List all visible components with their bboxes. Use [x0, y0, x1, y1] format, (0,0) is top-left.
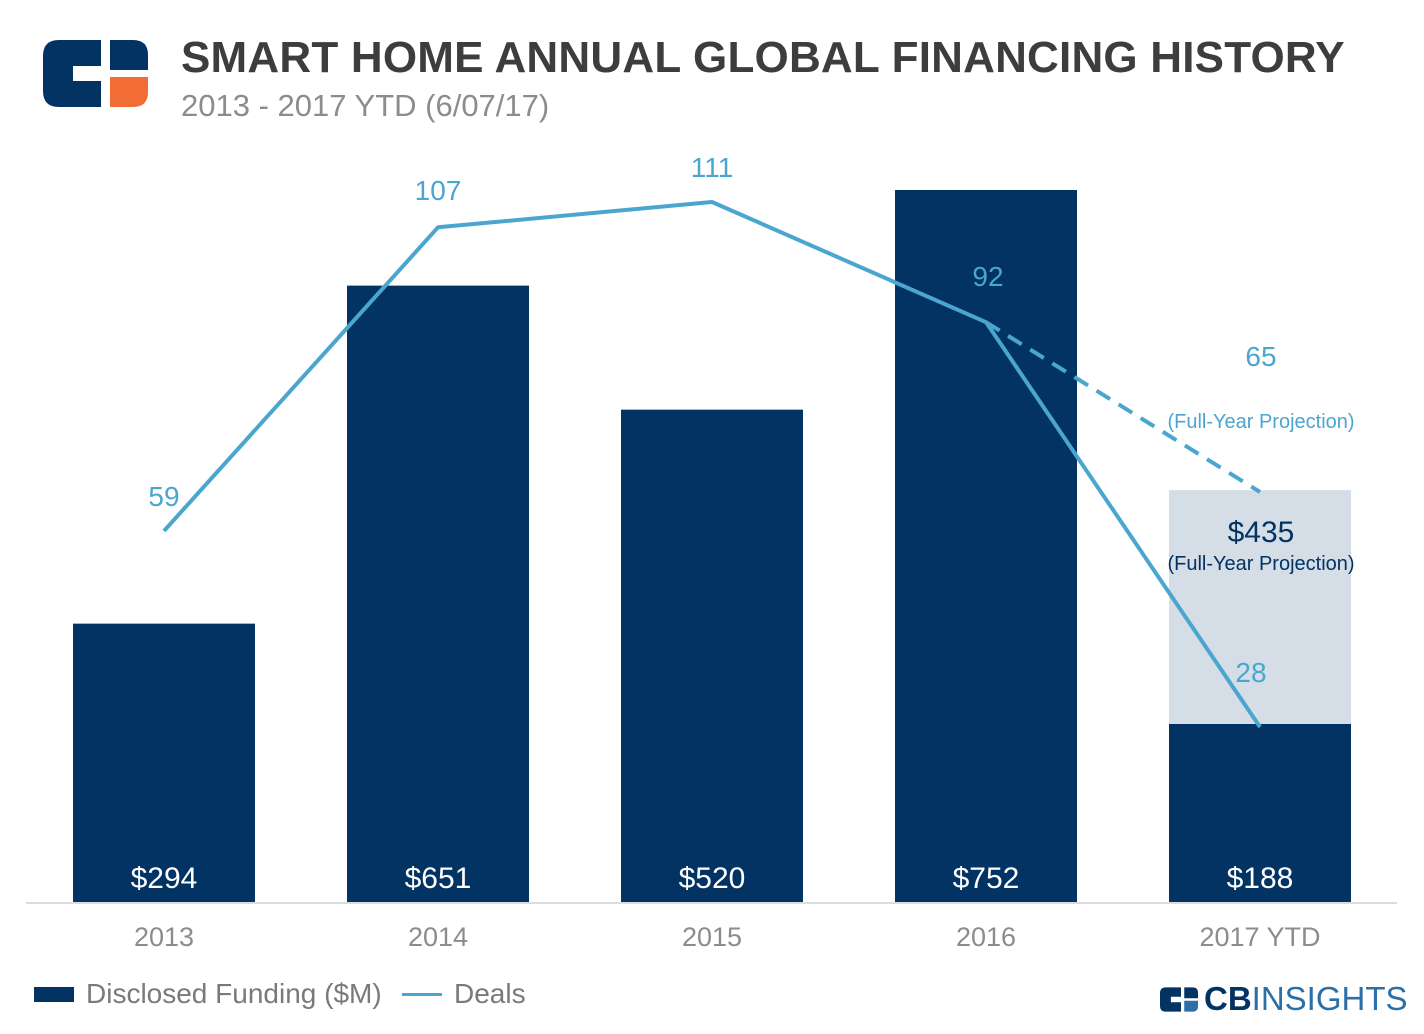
funding-bar: [621, 409, 803, 902]
deals-projection-line: [984, 320, 1262, 494]
deals-projection-label: 65: [1245, 341, 1276, 372]
funding-bar: [1169, 724, 1351, 902]
x-tick-label: 2013: [134, 922, 194, 952]
deals-label: 92: [972, 261, 1003, 292]
brand-wordmark: CB INSIGHTS: [1160, 980, 1408, 1018]
funding-label: $520: [679, 862, 746, 895]
x-tick-label: 2015: [682, 922, 742, 952]
deals-label: 28: [1235, 657, 1266, 688]
funding-projection-label: $435: [1228, 516, 1295, 549]
funding-label: $752: [953, 862, 1020, 895]
funding-label: $651: [405, 862, 472, 895]
deals-label: 59: [148, 481, 179, 512]
deals-projection-note: (Full-Year Projection): [1167, 411, 1354, 433]
brand-mark-icon: [1160, 986, 1198, 1012]
legend-label-deals: Deals: [454, 978, 526, 1009]
funding-bar: [895, 190, 1077, 902]
funding-bar: [73, 623, 255, 902]
x-tick-label: 2017 YTD: [1199, 922, 1320, 952]
legend-label-funding: Disclosed Funding ($M): [86, 978, 382, 1009]
legend-line-swatch-icon: [402, 992, 442, 996]
brand-suffix: INSIGHTS: [1251, 980, 1408, 1017]
deals-label: 111: [691, 152, 734, 183]
funding-projection-note: (Full-Year Projection): [1167, 553, 1354, 575]
brand-prefix: CB: [1204, 980, 1252, 1017]
chart-title: SMART HOME ANNUAL GLOBAL FINANCING HISTO…: [181, 33, 1345, 82]
cb-insights-logo-icon: [43, 40, 148, 107]
legend-item-funding: Disclosed Funding ($M): [34, 978, 382, 1010]
legend-bar-swatch-icon: [34, 986, 74, 1002]
deals-label: 107: [415, 175, 462, 206]
funding-bar: [347, 285, 529, 902]
chart-subtitle: 2013 - 2017 YTD (6/07/17): [181, 88, 550, 123]
funding-label: $294: [131, 862, 198, 895]
deals-line: [162, 200, 1262, 729]
funding-label: $188: [1227, 862, 1294, 895]
x-tick-label: 2014: [408, 922, 468, 952]
legend-item-deals: Deals: [402, 978, 526, 1010]
x-tick-label: 2016: [956, 922, 1016, 952]
